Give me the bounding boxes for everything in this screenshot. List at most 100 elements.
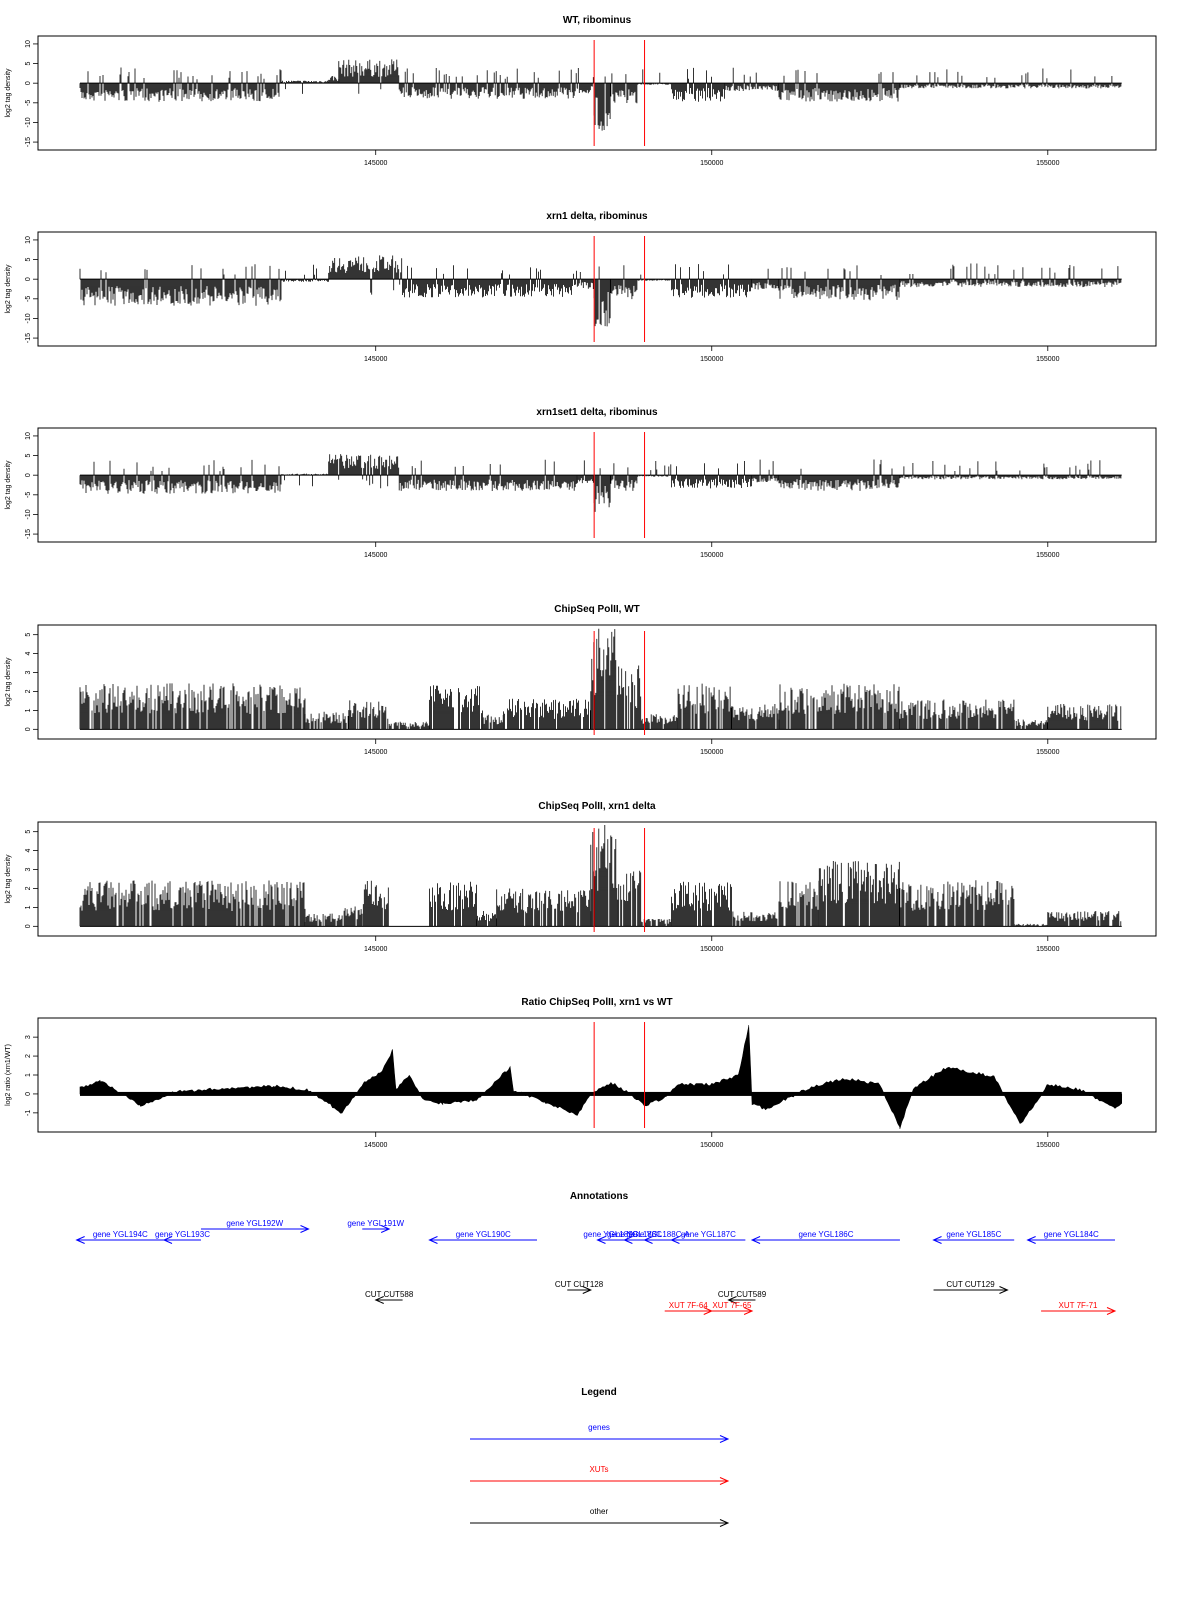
data-bar-segment xyxy=(778,459,900,491)
data-bar-segment xyxy=(79,459,282,494)
data-bar-segment xyxy=(328,76,340,84)
data-bar-segment xyxy=(328,454,400,489)
legend-title: Legend xyxy=(581,1387,617,1398)
arrow-head xyxy=(719,1477,730,1485)
feature-gene: gene YGL185C xyxy=(932,1230,1015,1244)
arrow-head xyxy=(75,1236,85,1244)
arrow-head xyxy=(743,1307,754,1315)
data-bar-segment xyxy=(1013,923,1048,927)
data-bar-segment xyxy=(818,861,900,927)
data-bar-segment xyxy=(593,266,611,327)
annotations-title: Annotations xyxy=(570,1191,629,1202)
data-bar-segment xyxy=(1047,704,1122,730)
feature-gene: gene YGL188C xyxy=(607,1230,662,1244)
feature-label: gene YGL186C xyxy=(798,1230,853,1239)
data-bar-segment xyxy=(304,913,342,927)
y-axis-label: log2 ratio (xrn1/WT) xyxy=(5,1044,12,1106)
y-tick-label: 0 xyxy=(25,473,32,477)
data-bar-segment xyxy=(362,880,389,927)
x-tick-label: 145000 xyxy=(364,356,387,363)
data-bar-segment xyxy=(778,880,820,927)
feature-label: gene YGL194C xyxy=(93,1230,148,1239)
y-axis-label: log2 tag density xyxy=(5,460,12,510)
arrow-head xyxy=(428,1236,438,1244)
data-bar-segment xyxy=(348,700,389,730)
x-tick-label: 155000 xyxy=(1036,356,1059,363)
panel-title: xrn1set1 delta, ribominus xyxy=(536,407,658,418)
legend-item-other: other xyxy=(470,1507,730,1527)
chart-panel-1: WT, ribominus 10 5 0 -5 -10 -15 log2 tag densit… xyxy=(5,15,1157,167)
y-tick-label: -10 xyxy=(25,117,32,127)
data-bar-segment xyxy=(637,69,672,85)
y-tick-label: 0 xyxy=(25,727,32,731)
feature-label: gene YGL193C xyxy=(155,1230,210,1239)
chart-panel-2: xrn1 delta, ribominus 10 5 0 -5 -10 -15 log2 ta… xyxy=(5,211,1157,363)
feature-label: CUT CUT128 xyxy=(555,1280,604,1289)
data-bar-segment xyxy=(899,699,1015,730)
feature-gene: gene YGL192W xyxy=(200,1219,310,1233)
feature-xut: XUT 7F-71 xyxy=(1041,1301,1117,1315)
y-tick-label: 0 xyxy=(25,1092,32,1096)
data-bar-segment xyxy=(281,473,329,487)
data-bar-segment xyxy=(79,880,306,927)
feature-label: gene YGL190C xyxy=(456,1230,511,1239)
x-tick-label: 150000 xyxy=(700,946,723,953)
data-bar-segment xyxy=(429,685,483,730)
data-bar-segment xyxy=(388,721,430,730)
arrow-head xyxy=(719,1435,730,1443)
data-bar-segment xyxy=(610,463,638,491)
y-tick-label: 3 xyxy=(25,670,32,674)
data-bar-segment xyxy=(610,73,638,104)
y-tick-label: 0 xyxy=(25,277,32,281)
x-tick-label: 155000 xyxy=(1036,160,1059,167)
data-bar-segment xyxy=(590,628,617,730)
data-bar-segment xyxy=(751,459,779,483)
data-bar-segment xyxy=(593,76,611,131)
chart-panel-4: ChipSeq PolII, WT 0 1 2 3 4 5 log2 tag density 1… xyxy=(5,604,1157,756)
legend-panel: Legend genes XUTs other xyxy=(470,1387,730,1527)
x-tick-label: 150000 xyxy=(700,1142,723,1149)
y-tick-label: 3 xyxy=(25,1035,32,1039)
data-bar-segment xyxy=(79,67,282,102)
x-tick-label: 155000 xyxy=(1036,1142,1059,1149)
arrow-head xyxy=(999,1286,1009,1294)
zero-band xyxy=(80,1091,1122,1096)
data-bar-segment xyxy=(576,460,594,484)
feature-label: gene YGL187C xyxy=(681,1230,736,1239)
feature-label: CUT CUT588 xyxy=(365,1290,414,1299)
data-bar-segment xyxy=(304,711,349,730)
feature-gene: gene YGL190C xyxy=(428,1230,538,1244)
data-bar-segment xyxy=(576,68,594,94)
data-bar-segment xyxy=(328,255,403,295)
feature-gene: gene YGL186C xyxy=(750,1230,900,1244)
x-tick-label: 145000 xyxy=(364,160,387,167)
data-bar-segment xyxy=(79,264,282,306)
data-bar-segment xyxy=(778,69,900,102)
plot-frame xyxy=(37,427,1157,543)
y-tick-label: 1 xyxy=(25,708,32,712)
x-tick-label: 155000 xyxy=(1036,946,1059,953)
data-bar-segment xyxy=(899,880,1015,927)
legend-item-xut: XUTs xyxy=(470,1465,730,1485)
y-tick-label: 5 xyxy=(25,633,32,637)
data-bar-segment xyxy=(724,67,779,91)
arrow-head xyxy=(727,1296,737,1304)
panel-title: xrn1 delta, ribominus xyxy=(546,211,648,222)
arrow-head xyxy=(300,1225,310,1233)
arrow-head xyxy=(1106,1307,1117,1315)
y-tick-label: 5 xyxy=(25,454,32,458)
data-bar-segment xyxy=(899,460,1122,480)
y-tick-label: 1 xyxy=(25,1073,32,1077)
arrow-head xyxy=(932,1236,942,1244)
plot-frame xyxy=(37,1017,1157,1133)
plot-frame xyxy=(37,35,1157,151)
feature-label: CUT CUT129 xyxy=(946,1280,995,1289)
y-tick-label: -15 xyxy=(25,333,32,343)
plot-frame xyxy=(37,231,1157,347)
y-tick-label: -10 xyxy=(25,313,32,323)
feature-xut: XUT 7F-65 xyxy=(711,1301,754,1315)
y-axis-label: log2 tag density xyxy=(5,657,12,707)
panel-title: Ratio ChipSeq PolII, xrn1 vs WT xyxy=(521,997,672,1008)
y-tick-label: 4 xyxy=(25,849,32,853)
data-bar-segment xyxy=(640,919,672,927)
